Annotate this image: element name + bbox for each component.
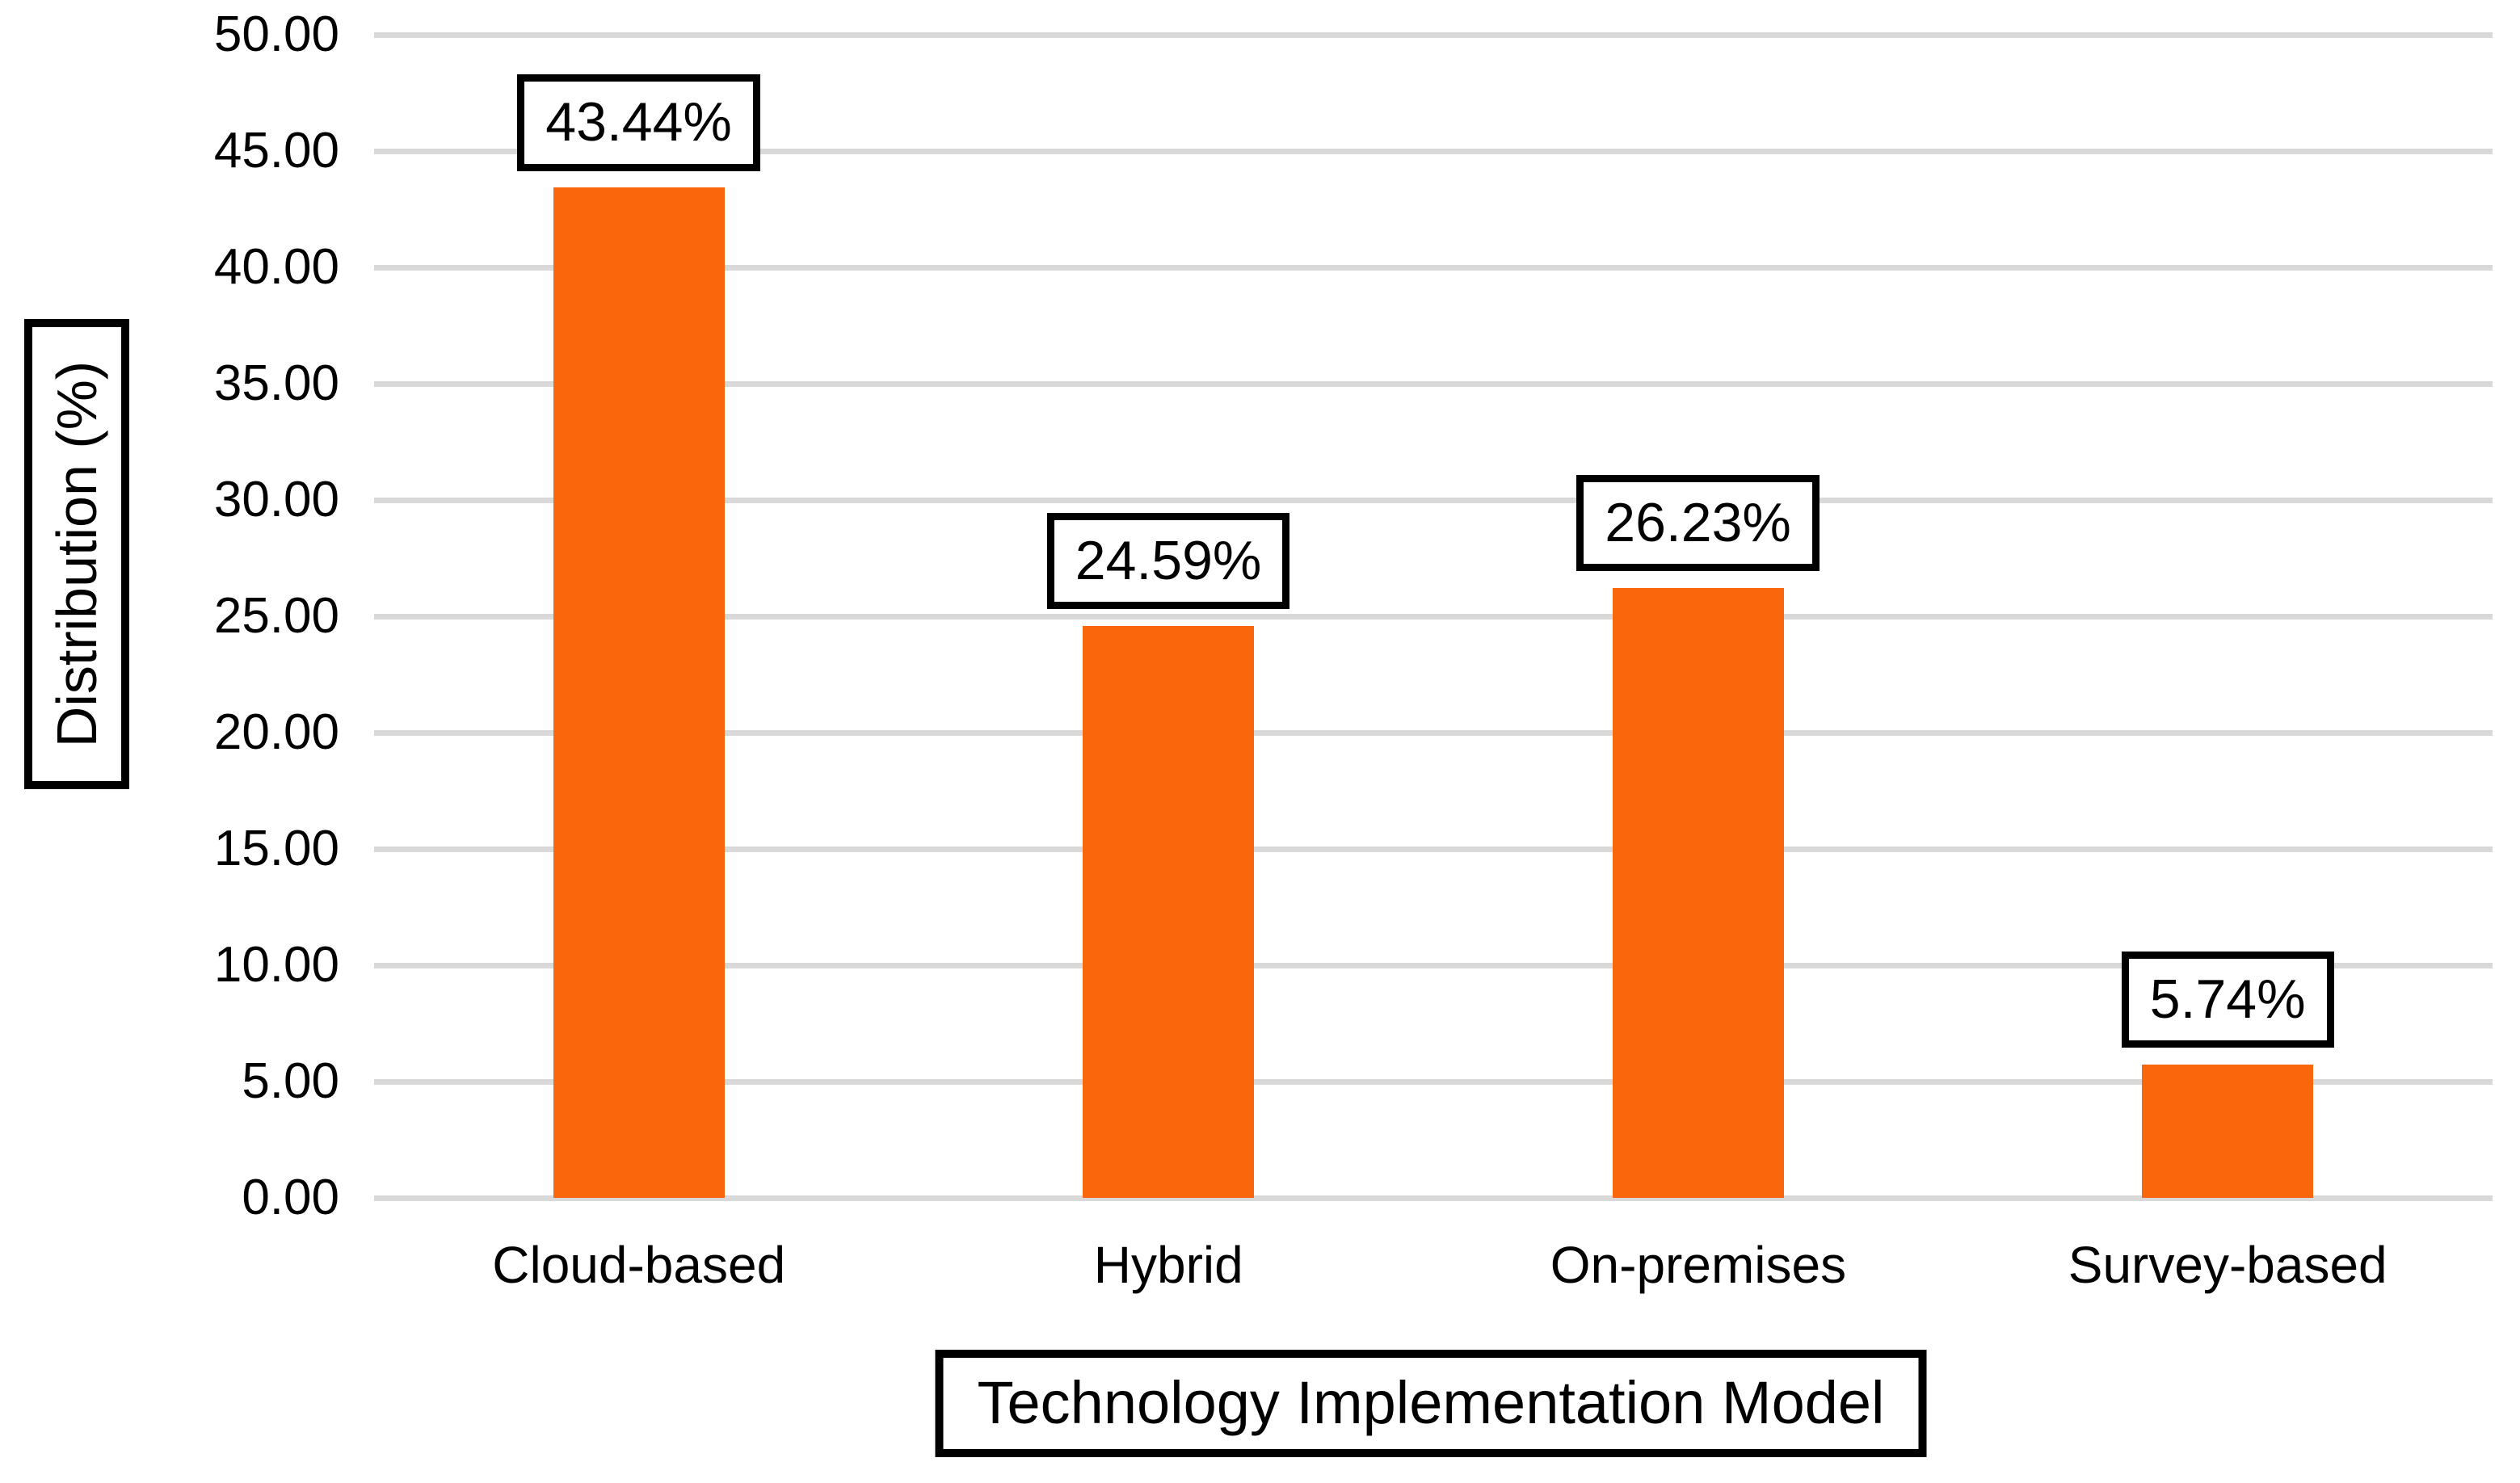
y-tick-label: 5.00 (242, 1053, 339, 1109)
y-tick-label: 25.00 (213, 588, 339, 644)
gridline-45.00 (374, 148, 2493, 154)
gridline-40.00 (374, 264, 2493, 271)
gridline-15.00 (374, 846, 2493, 852)
x-tick-label-on-premises: On-premises (1550, 1236, 1847, 1294)
x-axis-title-box: Technology Implementation Model (935, 1350, 1927, 1457)
gridline-20.00 (374, 729, 2493, 736)
x-axis-title: Technology Implementation Model (977, 1369, 1885, 1436)
gridline-50.00 (374, 32, 2493, 38)
y-tick-label: 40.00 (213, 239, 339, 295)
y-tick-label: 35.00 (213, 355, 339, 411)
gridline-0.00 (374, 1195, 2493, 1201)
bar-cloud-based (553, 187, 725, 1198)
plot-area (374, 32, 2493, 1201)
data-label-cloud-based: 43.44% (517, 74, 760, 171)
y-axis-title: Distribution (%) (45, 360, 109, 748)
gridline-10.00 (374, 962, 2493, 968)
bar-on-premises (1612, 587, 1784, 1198)
y-tick-label: 45.00 (213, 123, 339, 179)
y-tick-label: 20.00 (213, 704, 339, 760)
data-label-on-premises: 26.23% (1576, 474, 1820, 572)
bar-hybrid (1083, 625, 1255, 1198)
y-axis-title-box: Distribution (%) (24, 319, 129, 789)
data-label-hybrid: 24.59% (1046, 512, 1290, 610)
data-label-survey-based: 5.74% (2121, 951, 2334, 1048)
x-tick-label-hybrid: Hybrid (1093, 1236, 1243, 1294)
y-tick-label: 0.00 (242, 1170, 339, 1225)
y-tick-label: 15.00 (213, 821, 339, 876)
y-tick-label: 30.00 (213, 472, 339, 527)
gridline-5.00 (374, 1078, 2493, 1085)
bar-survey-based (2142, 1064, 2314, 1198)
x-tick-label-cloud-based: Cloud-based (492, 1236, 786, 1294)
gridline-30.00 (374, 497, 2493, 503)
gridline-35.00 (374, 380, 2493, 387)
gridline-25.00 (374, 613, 2493, 620)
x-tick-label-survey-based: Survey-based (2068, 1236, 2387, 1294)
y-tick-label: 50.00 (213, 6, 339, 62)
y-tick-label: 10.00 (213, 937, 339, 993)
